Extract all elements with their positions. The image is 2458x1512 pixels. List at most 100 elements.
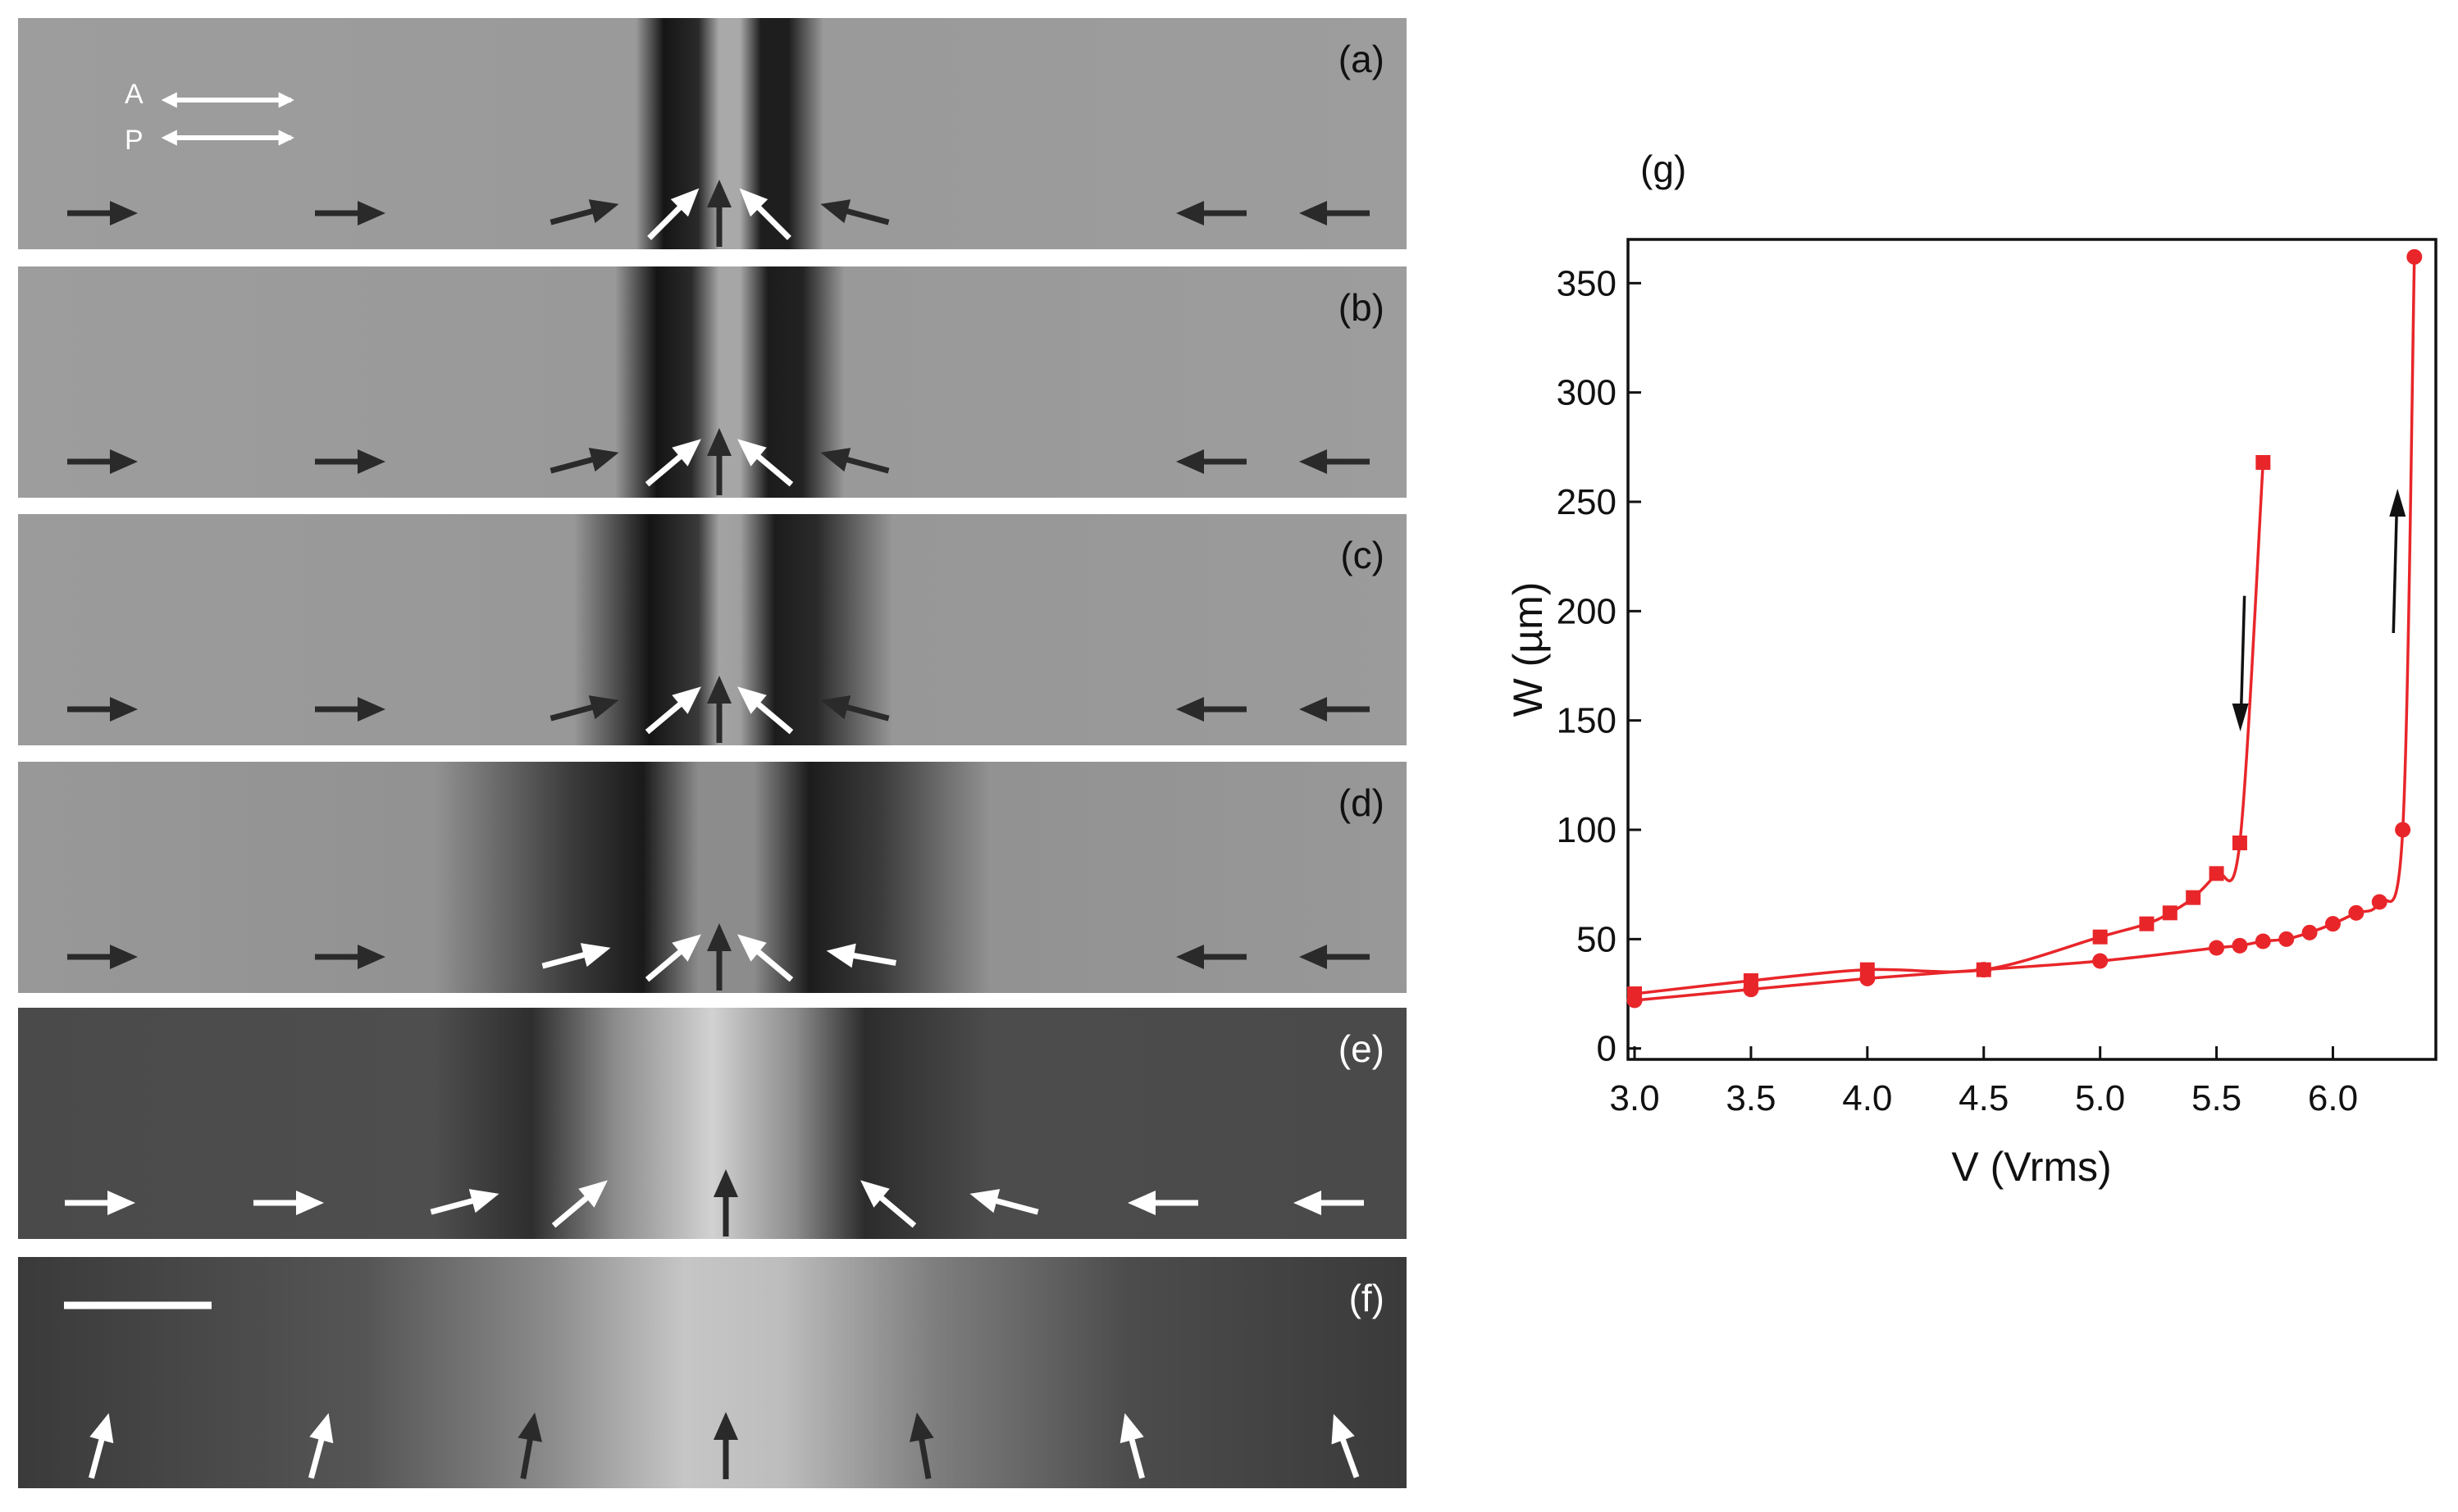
data-point (2255, 455, 2271, 470)
arrow-head (820, 199, 851, 224)
arrow-head (820, 695, 851, 720)
arrow-head (910, 1412, 934, 1442)
data-series (1626, 248, 2423, 1009)
arrow-head (107, 1191, 135, 1215)
director-arrow (89, 1413, 114, 1479)
arrow-head (707, 676, 732, 704)
arrow-head (737, 934, 767, 962)
director-arrow (737, 686, 794, 735)
arrow-head (714, 1169, 738, 1197)
arrow-head (2389, 489, 2406, 517)
arrow-head (110, 449, 138, 474)
y-tick-label: 250 (1557, 482, 1617, 522)
director-arrow (541, 943, 611, 969)
arrow-head (737, 686, 767, 714)
arrow-shaft (873, 1190, 917, 1228)
micrograph-panel: (d) (18, 762, 1407, 993)
x-tick-label: 3.0 (1609, 1078, 1659, 1118)
y-tick-label: 300 (1557, 373, 1617, 413)
director-arrow (67, 201, 138, 225)
panel-label: (e) (1338, 1027, 1384, 1070)
x-tick-label: 4.0 (1842, 1078, 1892, 1118)
director-arrow (826, 943, 896, 968)
director-arrow (739, 188, 791, 240)
director-arrow (860, 1180, 917, 1228)
director-arrow (707, 180, 732, 247)
micrograph-panels: (a) (b) (c) (d) (e) (f) (18, 18, 1407, 1488)
arrow-shaft (551, 1190, 595, 1228)
director-arrow (308, 1413, 334, 1479)
director-arrow (820, 448, 890, 474)
director-arrow (67, 697, 138, 722)
arrow-head (707, 180, 732, 207)
x-tick-label: 6.0 (2308, 1078, 2358, 1118)
arrow-head (1176, 449, 1204, 474)
arrow-shaft (750, 449, 794, 487)
arrow-shaft (647, 199, 688, 240)
arrow-head (578, 1180, 608, 1208)
arrow-shaft (838, 702, 890, 722)
arrow-shaft (2392, 509, 2399, 634)
arrow-head (580, 943, 611, 968)
arrow-shaft (550, 454, 601, 474)
director-arrow (550, 695, 619, 722)
arrow-head (468, 1189, 499, 1214)
director-arrow (1331, 1414, 1360, 1478)
micrograph-image (18, 266, 1407, 498)
director-arrow (1299, 945, 1370, 969)
data-point (1743, 981, 1759, 998)
director-arrow (1176, 201, 1247, 225)
arrow-head (358, 945, 385, 969)
data-point (2232, 937, 2248, 954)
y-tick-label: 200 (1557, 591, 1617, 631)
arrow-head (309, 1413, 334, 1444)
arrow-shaft (750, 944, 794, 982)
data-point (2324, 916, 2341, 932)
arrow-head (588, 448, 619, 472)
director-arrow (647, 188, 700, 240)
director-arrow (67, 449, 138, 474)
director-arrow (707, 923, 732, 991)
micrograph-panel: (f) (18, 1257, 1407, 1488)
arrow-head (110, 201, 138, 225)
y-tick-label: 350 (1557, 263, 1617, 303)
director-arrow (1120, 1413, 1145, 1479)
chart-panel-label: (g) (1640, 148, 1686, 190)
micrograph-panel: (a) (18, 18, 1407, 249)
arrow-shaft (645, 944, 689, 982)
data-point (2186, 890, 2201, 905)
data-point (2209, 866, 2224, 881)
data-point (2255, 933, 2271, 950)
director-arrow (910, 1412, 934, 1479)
panel-label: (f) (1349, 1277, 1384, 1319)
arrow-head (1331, 1414, 1355, 1445)
director-arrow (315, 697, 385, 722)
director-arrow (1299, 449, 1370, 474)
arrow-head (860, 1180, 890, 1208)
director-arrow (1299, 201, 1370, 225)
direction-arrow (2389, 489, 2406, 634)
plot-frame (1626, 238, 2437, 1061)
director-arrow (737, 934, 794, 982)
arrow-head (739, 188, 768, 217)
director-arrow (1176, 697, 1247, 722)
director-arrow (714, 1412, 738, 1479)
arrow-shaft (750, 199, 791, 240)
data-point (2232, 836, 2247, 850)
arrow-shaft (550, 702, 601, 722)
data-point (2209, 940, 2225, 956)
arrow-head (1176, 945, 1204, 969)
arrow-head (296, 1191, 324, 1215)
polarizer-label: P (125, 125, 144, 156)
data-point (2092, 953, 2109, 969)
director-arrow (1176, 449, 1247, 474)
arrow-shaft (750, 696, 794, 735)
director-arrow (1293, 1191, 1364, 1215)
series-layer (1626, 248, 2423, 1009)
data-point (1976, 962, 1992, 978)
director-arrow (1299, 697, 1370, 722)
series-curve (1634, 257, 2416, 1002)
micrograph-image (18, 514, 1407, 745)
annotation-arrows (2232, 489, 2406, 731)
data-series (1627, 455, 2271, 1001)
